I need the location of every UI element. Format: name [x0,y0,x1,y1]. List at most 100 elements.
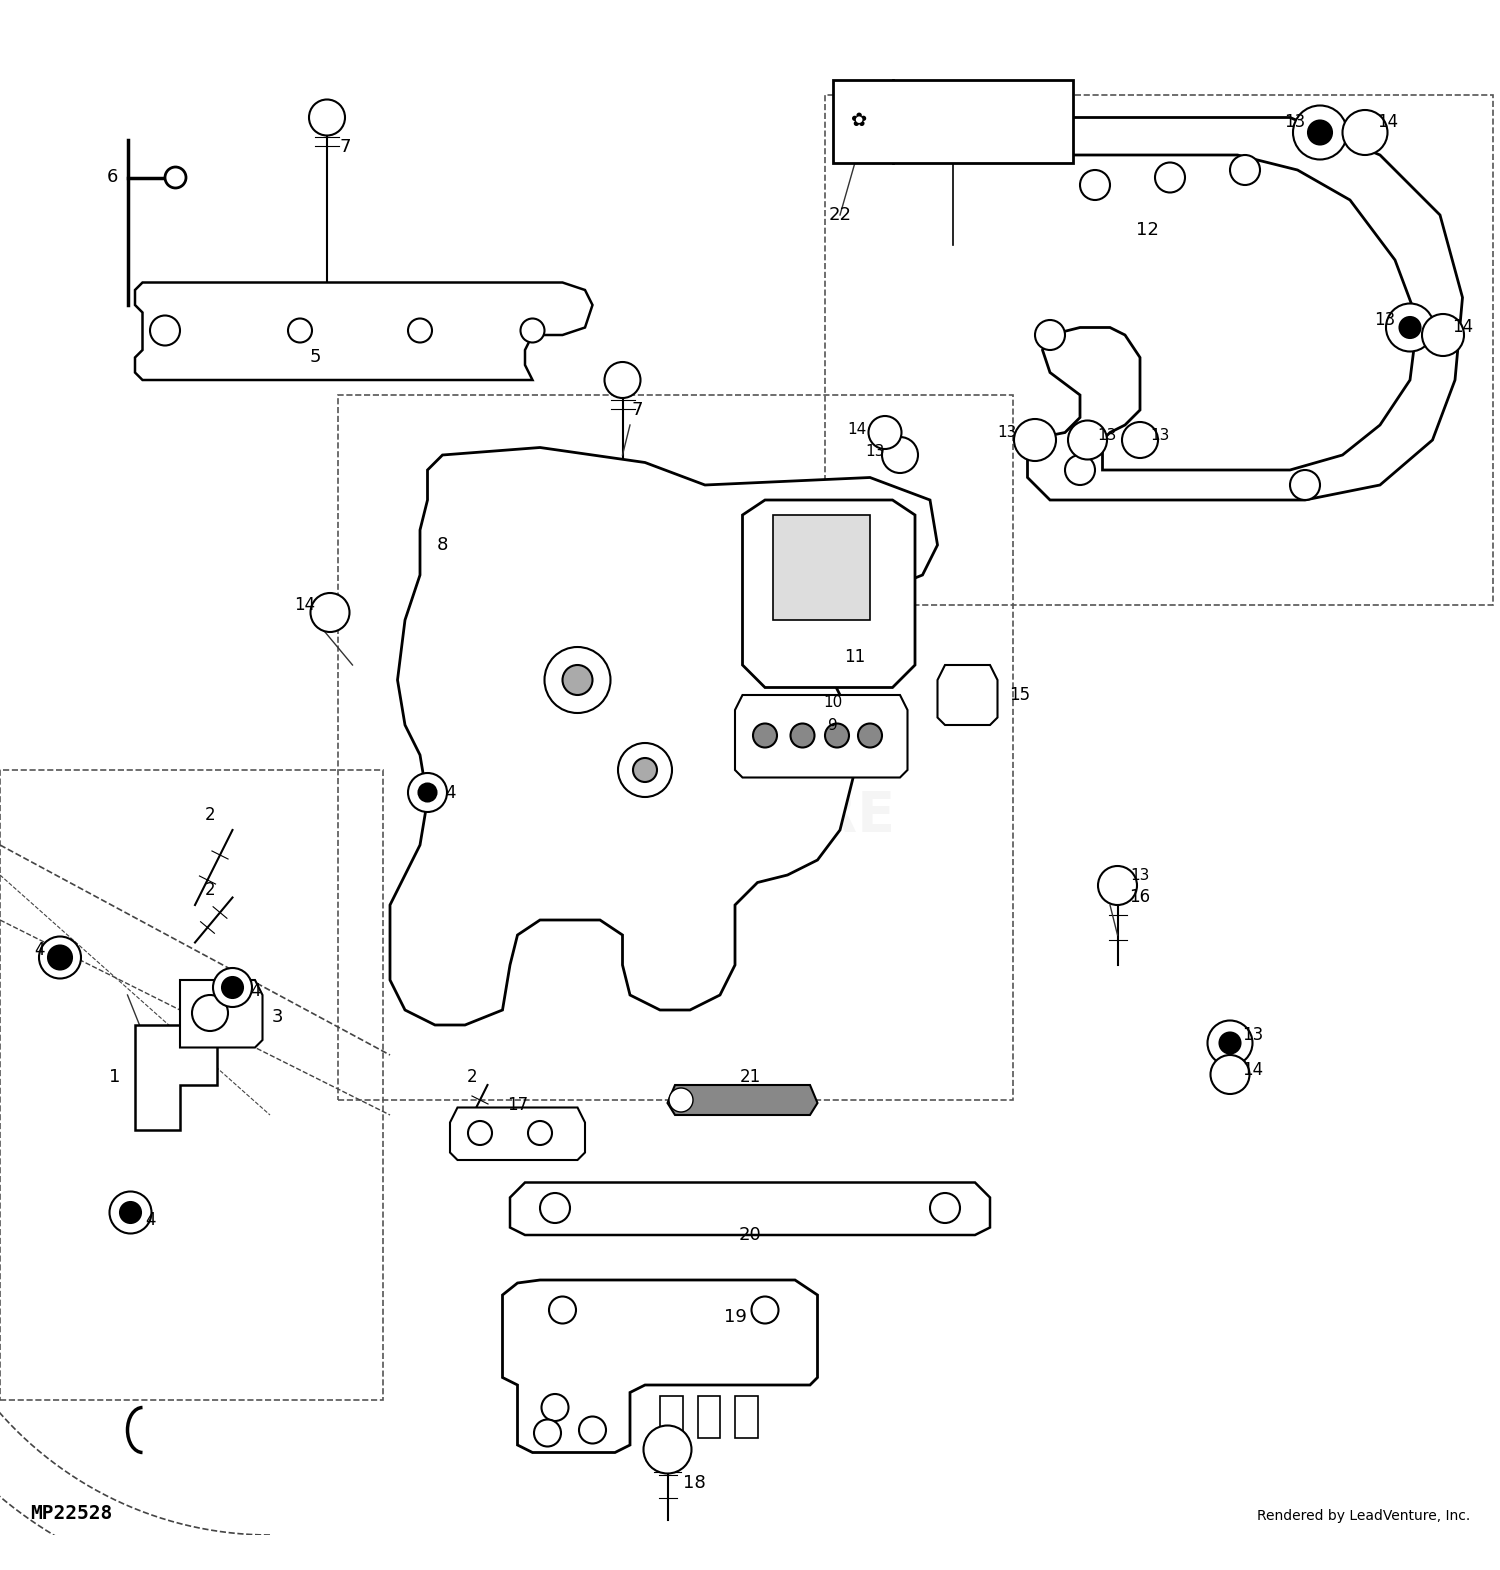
Polygon shape [450,1107,585,1160]
Text: 3: 3 [272,1008,284,1027]
Text: 19: 19 [723,1308,747,1327]
Circle shape [309,99,345,135]
Circle shape [825,724,849,747]
Circle shape [110,1192,152,1234]
Polygon shape [135,283,592,380]
Circle shape [534,1419,561,1446]
Text: 2: 2 [204,805,216,824]
Text: 4: 4 [144,1210,156,1229]
Circle shape [222,977,243,999]
Circle shape [520,319,544,342]
Text: 5: 5 [309,349,321,366]
Text: 20: 20 [738,1226,762,1243]
Text: 14: 14 [1242,1061,1263,1079]
Circle shape [1290,469,1320,499]
Circle shape [165,166,186,188]
Text: 13: 13 [1098,429,1116,443]
Text: 7: 7 [339,138,351,157]
Circle shape [528,1121,552,1145]
Text: MP22528: MP22528 [30,1504,112,1523]
Circle shape [549,1297,576,1324]
Circle shape [790,724,814,747]
Text: 6: 6 [106,168,118,187]
Circle shape [288,319,312,342]
Bar [660,1396,682,1438]
Bar [833,80,1072,163]
Circle shape [1014,419,1056,462]
Polygon shape [390,447,938,1025]
Text: 10: 10 [824,696,842,710]
Text: 13: 13 [1374,311,1395,330]
Polygon shape [1028,118,1462,499]
Circle shape [604,363,640,399]
Circle shape [544,647,610,713]
Circle shape [310,593,350,633]
Text: 4: 4 [34,940,45,959]
Polygon shape [938,666,998,725]
Bar [735,1396,758,1438]
Circle shape [562,666,592,696]
Circle shape [419,783,436,802]
Text: 14: 14 [847,422,867,436]
Text: 12: 12 [1136,221,1160,239]
Circle shape [1098,867,1137,904]
Circle shape [408,772,447,812]
Text: 13: 13 [865,444,885,460]
Text: 17: 17 [507,1096,528,1113]
Circle shape [633,758,657,782]
Polygon shape [742,499,915,688]
Circle shape [1035,320,1065,350]
Circle shape [644,1426,692,1474]
Circle shape [1342,110,1388,155]
Polygon shape [503,1280,818,1452]
Polygon shape [772,515,870,620]
Text: 14: 14 [1452,319,1473,336]
Circle shape [669,1088,693,1112]
Circle shape [542,1394,568,1421]
Circle shape [120,1203,141,1223]
Text: 13: 13 [1284,113,1305,130]
Text: 8: 8 [436,535,448,554]
Text: Rendered by LeadVenture, Inc.: Rendered by LeadVenture, Inc. [1257,1509,1470,1523]
Polygon shape [735,696,908,777]
Polygon shape [668,1085,818,1115]
Text: 13: 13 [1131,868,1149,882]
Circle shape [1080,170,1110,199]
Text: 7: 7 [632,400,644,419]
Circle shape [192,995,228,1031]
Polygon shape [180,980,262,1047]
Bar [698,1396,720,1438]
Circle shape [213,969,252,1006]
Circle shape [1230,155,1260,185]
Text: 16: 16 [1130,889,1150,906]
Circle shape [868,416,901,449]
Circle shape [618,743,672,798]
Circle shape [39,936,81,978]
Text: 9: 9 [828,717,837,733]
Text: 1: 1 [108,1069,120,1086]
Circle shape [150,316,180,345]
Circle shape [579,1416,606,1443]
Text: 18: 18 [682,1474,706,1492]
Circle shape [882,436,918,473]
Circle shape [1210,1055,1249,1094]
Text: 13: 13 [998,425,1017,440]
Circle shape [1422,314,1464,356]
Circle shape [930,1193,960,1223]
Text: 2: 2 [466,1069,478,1086]
Circle shape [1155,163,1185,193]
Text: 22: 22 [828,206,852,225]
Circle shape [753,724,777,747]
Text: LEAD
VENTURE: LEAD VENTURE [604,727,896,843]
Circle shape [1395,320,1425,350]
Text: 11: 11 [844,648,865,667]
Text: 14: 14 [1377,113,1398,130]
Circle shape [1386,303,1434,352]
Circle shape [1308,121,1332,144]
Polygon shape [510,1182,990,1236]
Circle shape [1122,422,1158,458]
Circle shape [752,1297,778,1324]
Circle shape [48,945,72,970]
Circle shape [1208,1020,1252,1066]
Text: 13: 13 [1242,1027,1263,1044]
